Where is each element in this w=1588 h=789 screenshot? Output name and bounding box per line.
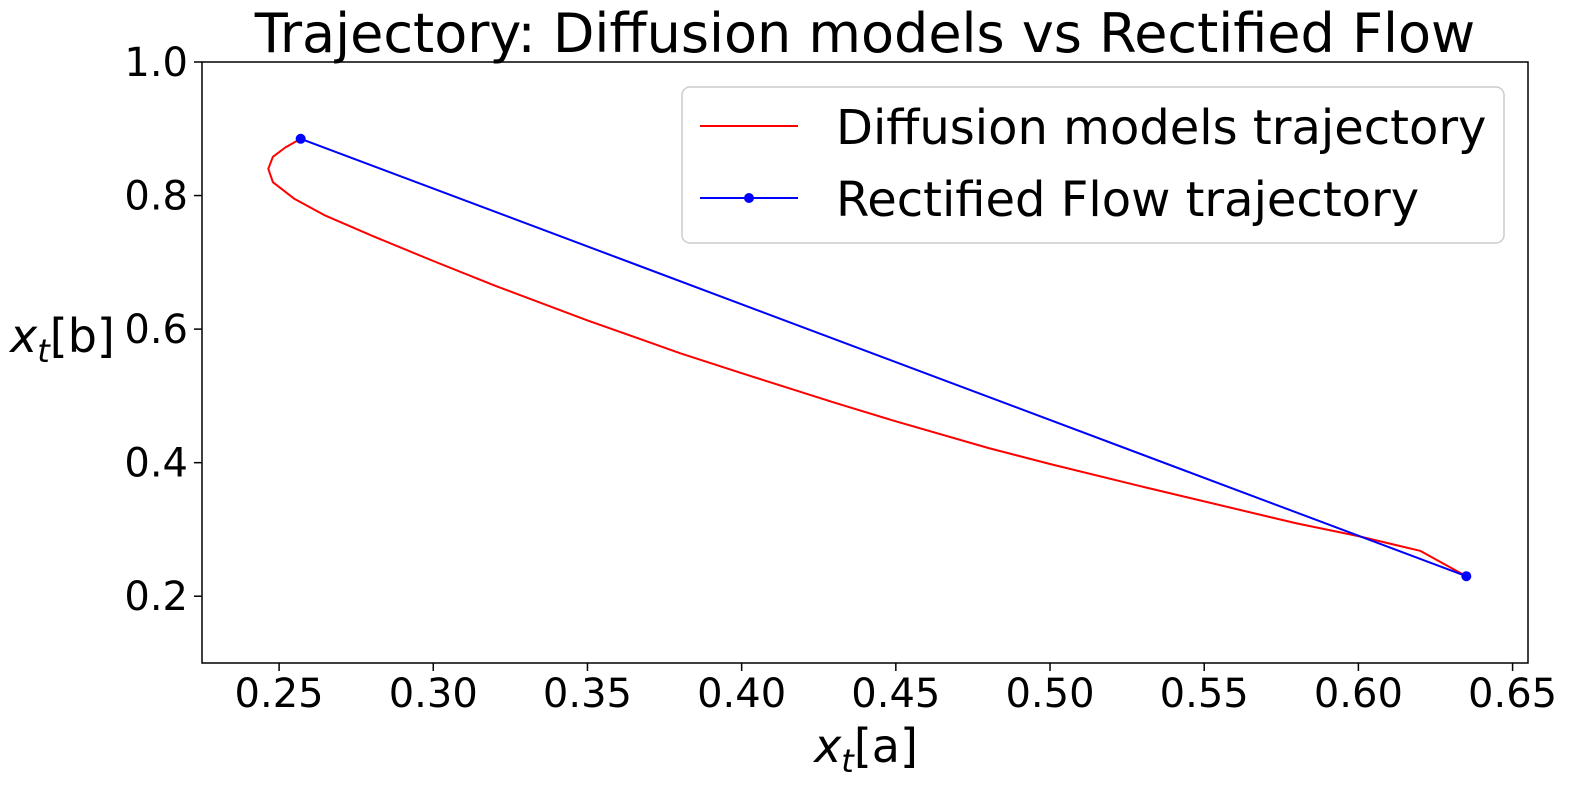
x-axis-label: xt[a]	[812, 719, 918, 780]
y-tick-label: 1.0	[124, 40, 188, 86]
series-line-0	[267, 137, 1467, 578]
legend-label-diffusion: Diffusion models trajectory	[836, 100, 1486, 156]
legend: Diffusion models trajectory Rectified Fl…	[681, 86, 1505, 244]
y-tick-label: 0.8	[124, 174, 188, 220]
x-tick-label: 0.35	[543, 671, 632, 717]
plot-area	[201, 61, 1529, 664]
legend-box	[681, 86, 1505, 244]
legend-marker-rectified	[744, 193, 754, 203]
x-tick-label: 0.30	[389, 671, 478, 717]
x-tick-label: 0.45	[851, 671, 940, 717]
axes-frame	[201, 61, 1529, 664]
x-tick-label: 0.50	[1005, 671, 1094, 717]
x-axis-ticks: 0.25 0.30 0.35 0.40 0.45 0.50 0.55 0.60 0.65	[235, 663, 1557, 717]
series-line-1	[300, 137, 1467, 578]
y-tick-label: 0.6	[124, 307, 188, 353]
chart-title: Trajectory: Diffusion models vs Rectifie…	[254, 2, 1475, 65]
x-tick-label: 0.25	[235, 671, 324, 717]
x-tick-label: 0.40	[697, 671, 786, 717]
series-1-point-1	[1461, 571, 1472, 582]
x-tick-label: 0.65	[1468, 671, 1557, 717]
y-axis-label: xt[b]	[8, 309, 115, 370]
y-axis-ticks: 0.2 0.4 0.6 0.8 1.0	[124, 40, 202, 620]
series-1-point-0	[295, 133, 306, 144]
legend-label-rectified: Rectified Flow trajectory	[836, 172, 1419, 228]
x-tick-label: 0.60	[1314, 671, 1403, 717]
x-tick-label: 0.55	[1160, 671, 1249, 717]
y-tick-label: 0.4	[124, 441, 188, 487]
y-tick-label: 0.2	[124, 574, 188, 620]
